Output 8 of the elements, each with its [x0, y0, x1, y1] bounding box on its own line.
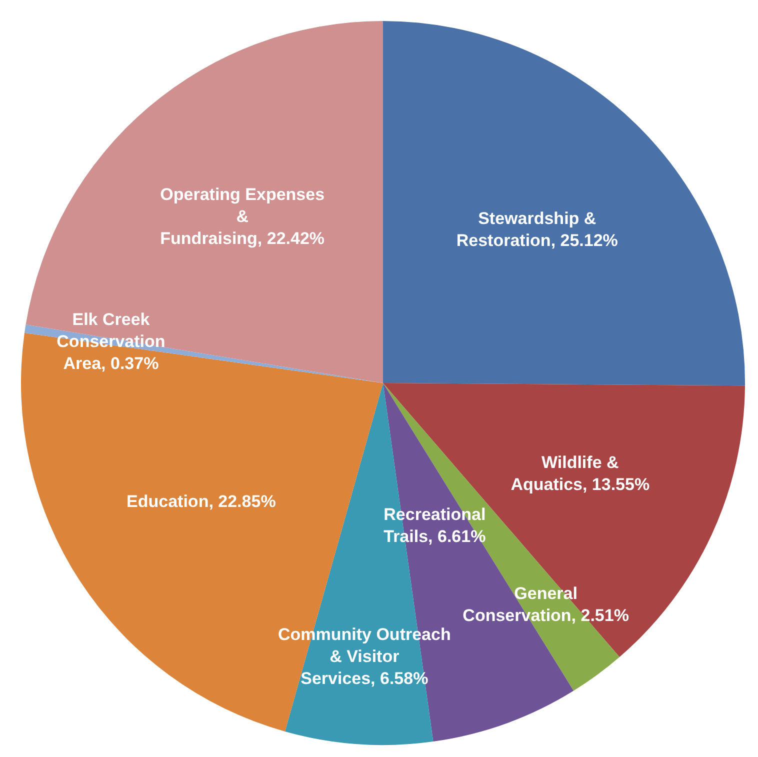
- slice-label: Stewardship & Restoration, 25.12%: [455, 208, 619, 252]
- pie-slice: [383, 21, 745, 386]
- slice-label: Education, 22.85%: [126, 490, 276, 513]
- slice-label: Elk Creek Conservation Area, 0.37%: [56, 308, 166, 375]
- slice-label: Operating Expenses & Fundraising, 22.42%: [159, 184, 326, 250]
- slice-label: Wildlife & Aquatics, 13.55%: [510, 452, 651, 496]
- slice-label: Recreational Trails, 6.61%: [382, 504, 487, 548]
- pie-slice: [26, 21, 383, 383]
